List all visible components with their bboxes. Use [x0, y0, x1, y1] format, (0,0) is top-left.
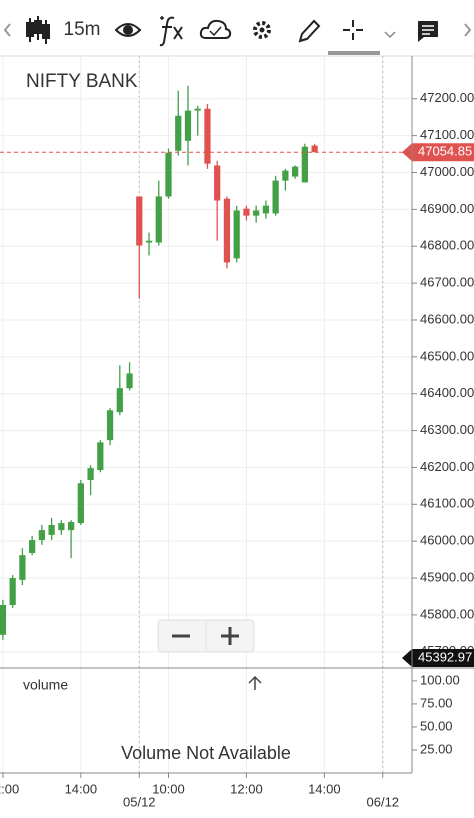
candle-body [29, 540, 36, 553]
candle-body [58, 523, 65, 531]
x-tick-label: 10:00 [152, 781, 185, 796]
dropdown-arrow[interactable] [384, 31, 396, 39]
candle-body [116, 388, 123, 413]
candle-body [136, 196, 143, 246]
candle-body [0, 604, 7, 635]
candle-icon[interactable] [26, 16, 50, 44]
volume-annotation: Volume Not Available [121, 743, 291, 763]
candle-body [77, 483, 84, 524]
back-arrow[interactable] [3, 23, 11, 37]
candle-body [311, 145, 318, 153]
tool-underline [328, 51, 380, 55]
y-tick-label: 47200.00 [420, 90, 474, 105]
last-price-label: 47054.85 [418, 144, 472, 159]
y-tick-label: 45800.00 [420, 606, 474, 621]
labels: 45700.0045800.0045900.0046000.0046100.00… [0, 90, 474, 809]
x-tick-label: 12:00 [0, 781, 19, 796]
y-tick-label: 50.00 [420, 718, 453, 733]
price-marker-tag [402, 649, 474, 667]
grid [0, 56, 412, 773]
candle-body [175, 115, 182, 151]
candle-body [184, 110, 192, 141]
pencil-icon[interactable] [298, 19, 321, 43]
candle-body [233, 210, 240, 259]
x-tick-label: 12:00 [230, 781, 263, 796]
y-tick-label: 47100.00 [420, 127, 474, 142]
y-tick-label: 25.00 [420, 741, 453, 756]
interval-label[interactable]: 15m [64, 19, 101, 40]
expand-arrow[interactable] [248, 675, 262, 690]
candles [0, 85, 412, 640]
candle-body [194, 108, 201, 111]
volume-title: volume [23, 677, 68, 693]
y-tick-label: 46600.00 [420, 311, 474, 326]
candle-body [67, 522, 75, 531]
candle-body [214, 165, 221, 201]
zoom-in[interactable] [221, 627, 239, 645]
y-tick-label: 45900.00 [420, 569, 474, 584]
candle-body [253, 210, 260, 216]
candle-body [38, 530, 45, 541]
y-tick-label: 46900.00 [420, 201, 474, 216]
candle-body [126, 373, 133, 389]
x-tick-label: 05/12 [123, 794, 156, 809]
cloud-icon[interactable] [199, 19, 232, 39]
y-tick-label: 46200.00 [420, 459, 474, 474]
y-tick-label: 46400.00 [420, 385, 474, 400]
y-tick-label: 46700.00 [420, 275, 474, 290]
last-price-tag [402, 143, 474, 162]
candle-body [223, 198, 231, 263]
candle-body [165, 152, 172, 197]
y-tick-label: 46300.00 [420, 422, 474, 437]
candle-body [155, 196, 162, 243]
y-tick-label: 46500.00 [420, 348, 474, 363]
candle-body [282, 170, 289, 181]
y-tick-label: 75.00 [420, 695, 453, 710]
y-tick-label: 100.00 [420, 672, 460, 687]
candle-body [204, 108, 211, 164]
candle-body [97, 442, 104, 471]
candle-body [262, 205, 270, 214]
y-tick-label: 46100.00 [420, 496, 474, 511]
candle-body [106, 410, 114, 441]
zoom-control [157, 619, 255, 653]
x-tick-label: 14:00 [308, 781, 341, 796]
toolbar [3, 16, 472, 55]
x-tick-label: 14:00 [65, 781, 98, 796]
eye-pupil [123, 25, 133, 35]
chart-title: NIFTY BANK [26, 71, 138, 92]
price-marker-label: 45392.97 [418, 649, 472, 664]
comment-icon[interactable] [418, 21, 438, 42]
candle-body [87, 468, 94, 480]
y-tick-label: 46000.00 [420, 533, 474, 548]
eye-icon[interactable] [114, 23, 142, 37]
gear-icon[interactable] [253, 21, 271, 39]
y-tick-label: 47000.00 [420, 164, 474, 179]
crosshair-icon[interactable] [343, 20, 363, 40]
candle-body [243, 208, 250, 216]
candle-body [48, 524, 55, 535]
candle-body [301, 146, 308, 183]
candle-body [145, 240, 153, 243]
candle-body [9, 578, 16, 605]
y-tick-label: 46800.00 [420, 238, 474, 253]
candle-body [292, 166, 299, 177]
forward-arrow[interactable] [464, 23, 472, 37]
x-tick-label: 06/12 [367, 794, 400, 809]
fx-icon[interactable] [159, 16, 183, 47]
candle-body [19, 555, 26, 580]
candle-body [272, 180, 279, 214]
